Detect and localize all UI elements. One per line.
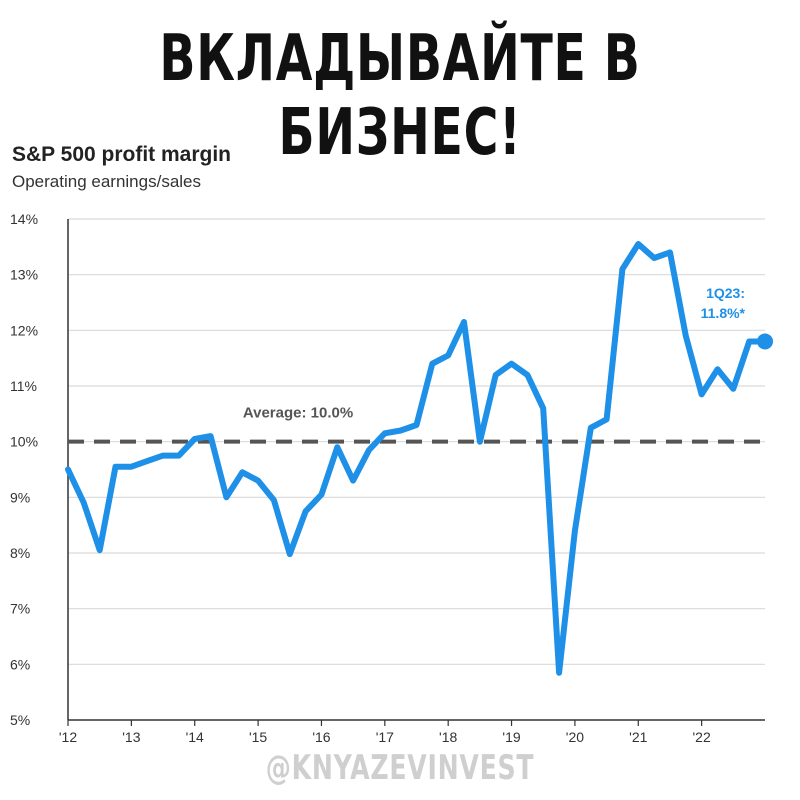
callout-label-value: 11.8%* [701,305,746,321]
y-tick-label: 13% [10,267,38,283]
series-layer [65,241,773,676]
data-point [651,255,657,261]
data-point [619,266,625,272]
data-point [350,478,356,484]
data-point [524,372,530,378]
data-point [160,453,166,459]
data-point [97,547,103,553]
data-point [604,416,610,422]
y-tick-label: 5% [10,712,30,728]
chart-subtitle: Operating earnings/sales [12,172,202,191]
data-point [714,366,720,372]
data-point [730,386,736,392]
data-point [509,361,515,367]
data-point [176,453,182,459]
data-point [556,670,562,676]
data-point [493,372,499,378]
data-point [667,249,673,255]
data-point [699,391,705,397]
x-tick-label: '18 [439,729,457,745]
data-point [635,241,641,247]
y-tick-label: 8% [10,545,30,561]
y-tick-label: 6% [10,656,30,672]
x-tick-label: '14 [186,729,204,745]
data-point [192,436,198,442]
data-point [128,464,134,470]
data-point [572,528,578,534]
data-point [746,338,752,344]
data-point [318,492,324,498]
data-point [287,551,293,557]
data-point [113,464,119,470]
data-point [255,478,261,484]
x-tick-label: '13 [122,729,140,745]
watermark: @KNYAZEVINVEST [265,748,535,788]
chart-title: S&P 500 profit margin [12,143,232,166]
x-tick-label: '21 [629,729,647,745]
y-tick-label: 14% [10,211,38,227]
x-tick-label: '19 [502,729,520,745]
data-point [271,497,277,503]
data-point [366,447,372,453]
y-tick-label: 9% [10,489,30,505]
data-point [461,319,467,325]
x-tick-label: '22 [693,729,711,745]
data-point [588,425,594,431]
data-point [683,333,689,339]
data-point [144,458,150,464]
data-point [477,439,483,445]
y-tick-label: 7% [10,601,30,617]
x-tick-label: '17 [376,729,394,745]
y-tick-label: 12% [10,322,38,338]
axes: 5% 6% 7% 8% 9% 10% 11% 12% 13% 14% '12 '13 '14 '15 '16… [10,211,765,745]
average-reference: Average: 10.0% [68,405,765,444]
data-point [239,469,245,475]
data-point [445,352,451,358]
data-point [334,444,340,450]
profit-margin-line [65,241,768,676]
data-point [429,361,435,367]
average-label: Average: 10.0% [243,405,353,422]
callout-annotation: 1Q23: 11.8%* [701,285,746,321]
data-point [540,405,546,411]
y-tick-label: 11% [10,378,37,394]
latest-point-marker [757,333,773,350]
data-point [208,433,214,439]
data-point [303,508,309,514]
x-tick-label: '12 [59,729,77,745]
data-point [223,494,229,500]
data-point [65,467,71,473]
data-point [81,500,87,506]
x-tick-label: '16 [312,729,330,745]
callout-label-period: 1Q23: [706,285,745,301]
data-point [398,428,404,434]
data-point [382,430,388,436]
data-point [414,422,420,428]
x-tick-label: '15 [249,729,267,745]
x-tick-label: '20 [566,729,584,745]
headline-title: ВКЛАДЫВАЙТЕ В БИЗНЕС! [159,22,641,170]
y-tick-label: 10% [10,434,38,450]
